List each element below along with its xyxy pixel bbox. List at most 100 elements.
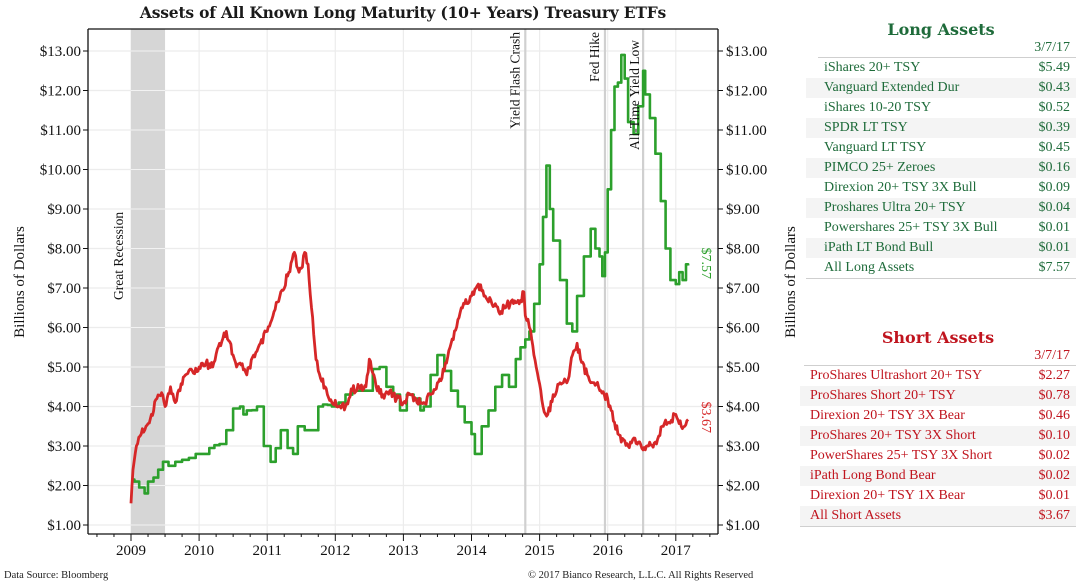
line-chart: Great Recession Yield Flash Crash Fed Hike… <box>12 28 799 559</box>
y-axis-title-right: Billions of Dollars <box>783 226 799 338</box>
fund-name: Direxion 20+ TSY 3X Bear <box>810 408 965 423</box>
y-tick-label-right: $6.00 <box>726 321 760 337</box>
fund-value: $3.67 <box>1038 508 1071 523</box>
event-label: All-Time Yield Low <box>627 40 642 150</box>
x-tick-label: 2016 <box>593 543 624 559</box>
y-tick-label-left: $9.00 <box>47 202 81 218</box>
y-tick-label-right: $2.00 <box>726 479 760 495</box>
fund-value: $0.43 <box>1038 80 1071 95</box>
y-tick-label-right: $11.00 <box>726 123 767 139</box>
table-row: All Short Assets $3.67 <box>800 506 1076 526</box>
long-assets-table: Long Assets 3/7/17 iShares 20+ TSY $5.49 V… <box>806 20 1076 279</box>
table-row: iShares 20+ TSY $5.49 <box>806 58 1076 78</box>
y-tick-label-left: $1.00 <box>47 518 81 534</box>
series-lines <box>129 53 690 504</box>
y-tick-label-right: $4.00 <box>726 400 760 416</box>
fund-name: All Long Assets <box>824 260 915 275</box>
fund-value: $0.52 <box>1038 100 1071 115</box>
y-tick-label-right: $10.00 <box>726 163 767 179</box>
y-tick-label-right: $9.00 <box>726 202 760 218</box>
table-row: SPDR LT TSY $0.39 <box>806 118 1076 138</box>
fund-name: Vanguard Extended Dur <box>824 80 960 95</box>
y-tick-label-left: $12.00 <box>40 84 81 100</box>
x-tick-label: 2011 <box>252 543 281 559</box>
fund-name: ProShares Ultrashort 20+ TSY <box>810 368 983 383</box>
fund-name: Powershares 25+ TSY 3X Bull <box>824 220 998 235</box>
table-row: ProShares Ultrashort 20+ TSY $2.27 <box>800 366 1076 386</box>
table-row: Powershares 25+ TSY 3X Bull $0.01 <box>806 218 1076 238</box>
fund-value: $0.09 <box>1038 180 1071 195</box>
fund-value: $0.46 <box>1038 408 1071 423</box>
fund-value: $0.10 <box>1038 428 1071 443</box>
short-assets-date: 3/7/17 <box>804 347 1076 366</box>
fund-value: $0.04 <box>1038 200 1071 215</box>
long-assets-title: Long Assets <box>887 20 995 39</box>
y-tick-label-left: $6.00 <box>47 321 81 337</box>
x-tick-label: 2017 <box>661 543 692 559</box>
y-tick-label-left: $5.00 <box>47 360 81 376</box>
short-assets-rows: ProShares Ultrashort 20+ TSY $2.27 ProShar… <box>800 366 1076 527</box>
y-tick-label-left: $13.00 <box>40 44 81 60</box>
y-tick-label-left: $7.00 <box>47 281 81 297</box>
y-tick-label-left: $10.00 <box>40 163 81 179</box>
y-tick-label-left: $3.00 <box>47 439 81 455</box>
fund-value: $0.02 <box>1038 448 1071 463</box>
fund-name: iPath LT Bond Bull <box>824 240 934 255</box>
short-assets-table: Short Assets 3/7/17 ProShares Ultrashort… <box>800 328 1076 527</box>
event-label: Yield Flash Crash <box>507 32 522 129</box>
table-row: Direxion 20+ TSY 3X Bull $0.09 <box>806 178 1076 198</box>
x-tick-label: 2009 <box>116 543 146 559</box>
axes <box>83 28 723 541</box>
shaded-regions <box>131 29 166 534</box>
table-row: PowerShares 25+ TSY 3X Short $0.02 <box>800 446 1076 466</box>
table-row: Vanguard Extended Dur $0.43 <box>806 78 1076 98</box>
fund-name: Direxion 20+ TSY 1X Bear <box>810 488 965 503</box>
fund-value: $0.01 <box>1038 220 1071 235</box>
fund-name: iShares 20+ TSY <box>824 60 921 75</box>
long-assets-date: 3/7/17 <box>818 39 1076 58</box>
fund-value: $7.57 <box>1038 260 1071 275</box>
long-end-label: $7.57 <box>698 247 713 278</box>
fund-value: $2.27 <box>1038 368 1071 383</box>
y-tick-label-left: $11.00 <box>40 123 81 139</box>
fund-value: $0.39 <box>1038 120 1071 135</box>
table-row: iPath Long Bond Bear $0.02 <box>800 466 1076 486</box>
x-tick-label: 2013 <box>388 543 418 559</box>
recession-shade <box>131 29 166 534</box>
y-tick-label-right: $3.00 <box>726 439 760 455</box>
fund-name: Vanguard LT TSY <box>824 140 927 155</box>
x-tick-label: 2012 <box>320 543 350 559</box>
x-tick-label: 2010 <box>184 543 214 559</box>
y-tick-label-right: $8.00 <box>726 242 760 258</box>
fund-name: ProShares Short 20+ TSY <box>810 388 956 403</box>
fund-name: Proshares Ultra 20+ TSY <box>824 200 966 215</box>
table-row: iPath LT Bond Bull $0.01 <box>806 238 1076 258</box>
y-tick-label-right: $12.00 <box>726 84 767 100</box>
table-row: ProShares 20+ TSY 3X Short $0.10 <box>800 426 1076 446</box>
fund-value: $0.02 <box>1038 468 1071 483</box>
y-axis-title-left: Billions of Dollars <box>12 226 28 338</box>
short-end-label: $3.67 <box>698 402 713 434</box>
fund-name: PIMCO 25+ Zeroes <box>824 160 936 175</box>
table-row: Vanguard LT TSY $0.45 <box>806 138 1076 158</box>
table-row: PIMCO 25+ Zeroes $0.16 <box>806 158 1076 178</box>
gridlines <box>88 29 718 534</box>
table-row: Proshares Ultra 20+ TSY $0.04 <box>806 198 1076 218</box>
x-tick-label: 2014 <box>457 543 488 559</box>
y-tick-label-right: $5.00 <box>726 360 760 376</box>
shade-label: Great Recession <box>111 212 126 300</box>
y-tick-label-left: $2.00 <box>47 479 81 495</box>
x-tick-label: 2015 <box>525 543 555 559</box>
table-row: iShares 10-20 TSY $0.52 <box>806 98 1076 118</box>
table-row: All Long Assets $7.57 <box>806 258 1076 278</box>
y-tick-label-right: $7.00 <box>726 281 760 297</box>
fund-value: $0.78 <box>1038 388 1071 403</box>
fund-name: Direxion 20+ TSY 3X Bull <box>824 180 977 195</box>
fund-value: $0.01 <box>1038 488 1071 503</box>
fund-name: All Short Assets <box>810 508 902 523</box>
short-assets-line <box>129 251 690 504</box>
fund-name: iPath Long Bond Bear <box>810 468 936 483</box>
long-assets-rows: iShares 20+ TSY $5.49 Vanguard Extended Du… <box>806 58 1076 279</box>
copyright: © 2017 Bianco Research, L.L.C. All Right… <box>528 570 754 581</box>
y-tick-label-right: $1.00 <box>726 518 760 534</box>
